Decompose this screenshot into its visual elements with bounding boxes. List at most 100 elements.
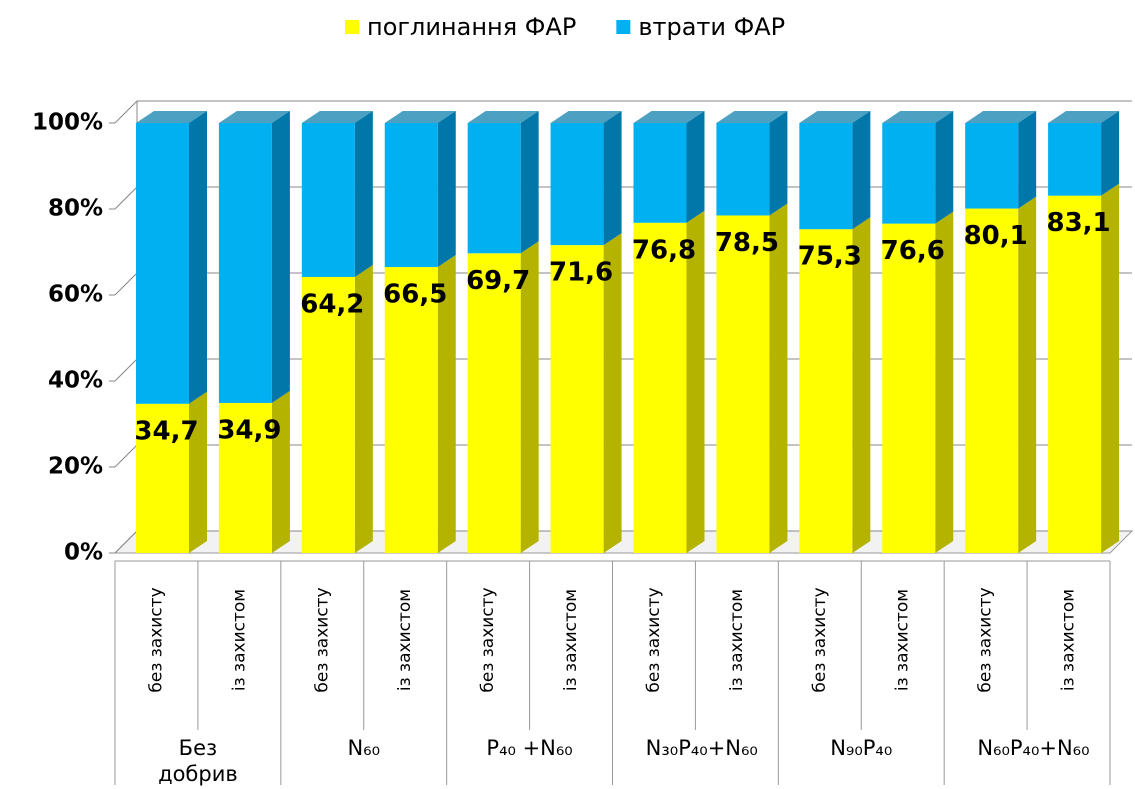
bar-side — [935, 211, 954, 553]
value-label: 71,6 — [549, 258, 613, 288]
y-tick-label: 60% — [48, 282, 103, 308]
bar-side — [437, 111, 456, 268]
bar-side — [520, 111, 539, 254]
bar — [965, 123, 1019, 209]
bar-side — [189, 391, 207, 553]
value-label: 34,7 — [134, 416, 198, 446]
x-tick-label: без захисту — [478, 587, 498, 692]
grid-line — [114, 186, 138, 210]
bar-side — [1101, 111, 1120, 196]
bar-top — [136, 111, 207, 123]
bar — [218, 123, 272, 403]
bar-side — [686, 210, 705, 553]
bar-side — [1101, 183, 1120, 554]
grid-line — [114, 444, 138, 468]
x-tick-label: без захисту — [976, 587, 996, 692]
bar — [218, 402, 272, 553]
value-label: 69,7 — [466, 266, 530, 296]
bar-top — [301, 111, 373, 123]
bar-side — [852, 217, 871, 553]
bar-side — [603, 111, 622, 246]
bar-side — [189, 111, 207, 404]
grid-line — [114, 530, 138, 554]
bar — [136, 403, 189, 553]
bar — [301, 276, 355, 553]
bar-side — [271, 111, 290, 403]
y-tick-label: 0% — [64, 540, 103, 566]
bar — [467, 253, 521, 554]
x-tick-label: із захистом — [1059, 589, 1079, 691]
bar-top — [799, 111, 871, 123]
bar-side — [354, 111, 373, 277]
bar — [467, 123, 521, 254]
legend-swatch — [345, 20, 359, 34]
bar — [1048, 195, 1102, 554]
x-tick-label: із захистом — [727, 589, 747, 691]
bar-top — [633, 111, 705, 123]
bar-top — [550, 111, 622, 123]
bar-top — [1048, 111, 1120, 123]
bar — [384, 267, 438, 553]
group-label: N₆₀P₄₀+N₆₀ — [977, 736, 1090, 760]
bar-side — [603, 233, 622, 553]
bar — [301, 123, 355, 277]
y-tick-label: 40% — [48, 368, 103, 394]
x-tick-label: із захистом — [893, 589, 913, 691]
x-tick-label: із захистом — [561, 589, 581, 691]
x-tick-label: без захисту — [810, 587, 830, 692]
value-label: 83,1 — [1047, 208, 1111, 238]
bar — [633, 123, 687, 223]
value-label: 66,5 — [383, 280, 447, 310]
bar-top — [965, 111, 1037, 123]
bar — [716, 215, 770, 553]
bar-side — [686, 111, 705, 223]
group-label: Без добрив — [158, 736, 238, 786]
bar-side — [1018, 196, 1037, 553]
bar-side — [437, 255, 456, 554]
value-label: 64,2 — [300, 289, 364, 319]
bar-side — [354, 264, 373, 553]
legend-label: поглинання ФАР — [367, 13, 576, 41]
grid-line — [114, 358, 138, 382]
group-label: N₃₀P₄₀+N₆₀ — [645, 736, 758, 760]
bar-side — [271, 390, 290, 553]
bar-side — [769, 111, 788, 216]
group-label: P₄₀ +N₆₀ — [486, 736, 573, 760]
y-tick-label: 80% — [48, 196, 103, 222]
x-tick-label: без захисту — [644, 587, 664, 692]
value-label: 76,8 — [632, 235, 696, 265]
bar — [384, 123, 438, 268]
value-label: 76,6 — [881, 236, 945, 266]
bar-side — [852, 111, 871, 230]
bar-side — [769, 203, 788, 553]
bar-top — [882, 111, 954, 123]
bar — [716, 123, 770, 216]
bar — [799, 123, 853, 230]
value-label: 75,3 — [798, 242, 862, 272]
grid-line — [114, 100, 138, 124]
value-label: 80,1 — [964, 221, 1028, 251]
legend-swatch — [616, 20, 631, 34]
y-tick-label: 100% — [32, 110, 103, 136]
bar — [550, 123, 604, 246]
bar-side — [935, 111, 954, 224]
x-tick-label: без захисту — [146, 587, 166, 692]
bar — [550, 245, 604, 553]
x-tick-label: із захистом — [395, 589, 415, 691]
group-label: N₆₀ — [347, 736, 381, 760]
x-tick-label: без захисту — [312, 587, 332, 692]
bar — [882, 123, 936, 224]
y-tick-label: 20% — [48, 454, 103, 480]
value-label: 78,5 — [715, 228, 779, 258]
bar-top — [467, 111, 539, 123]
bar-side — [520, 241, 539, 554]
bar — [799, 229, 853, 553]
bar-side — [1018, 111, 1037, 209]
bar — [633, 222, 687, 553]
value-label: 34,9 — [217, 415, 281, 445]
bar — [136, 123, 189, 404]
bar-top — [716, 111, 788, 123]
grid-line — [114, 272, 138, 296]
